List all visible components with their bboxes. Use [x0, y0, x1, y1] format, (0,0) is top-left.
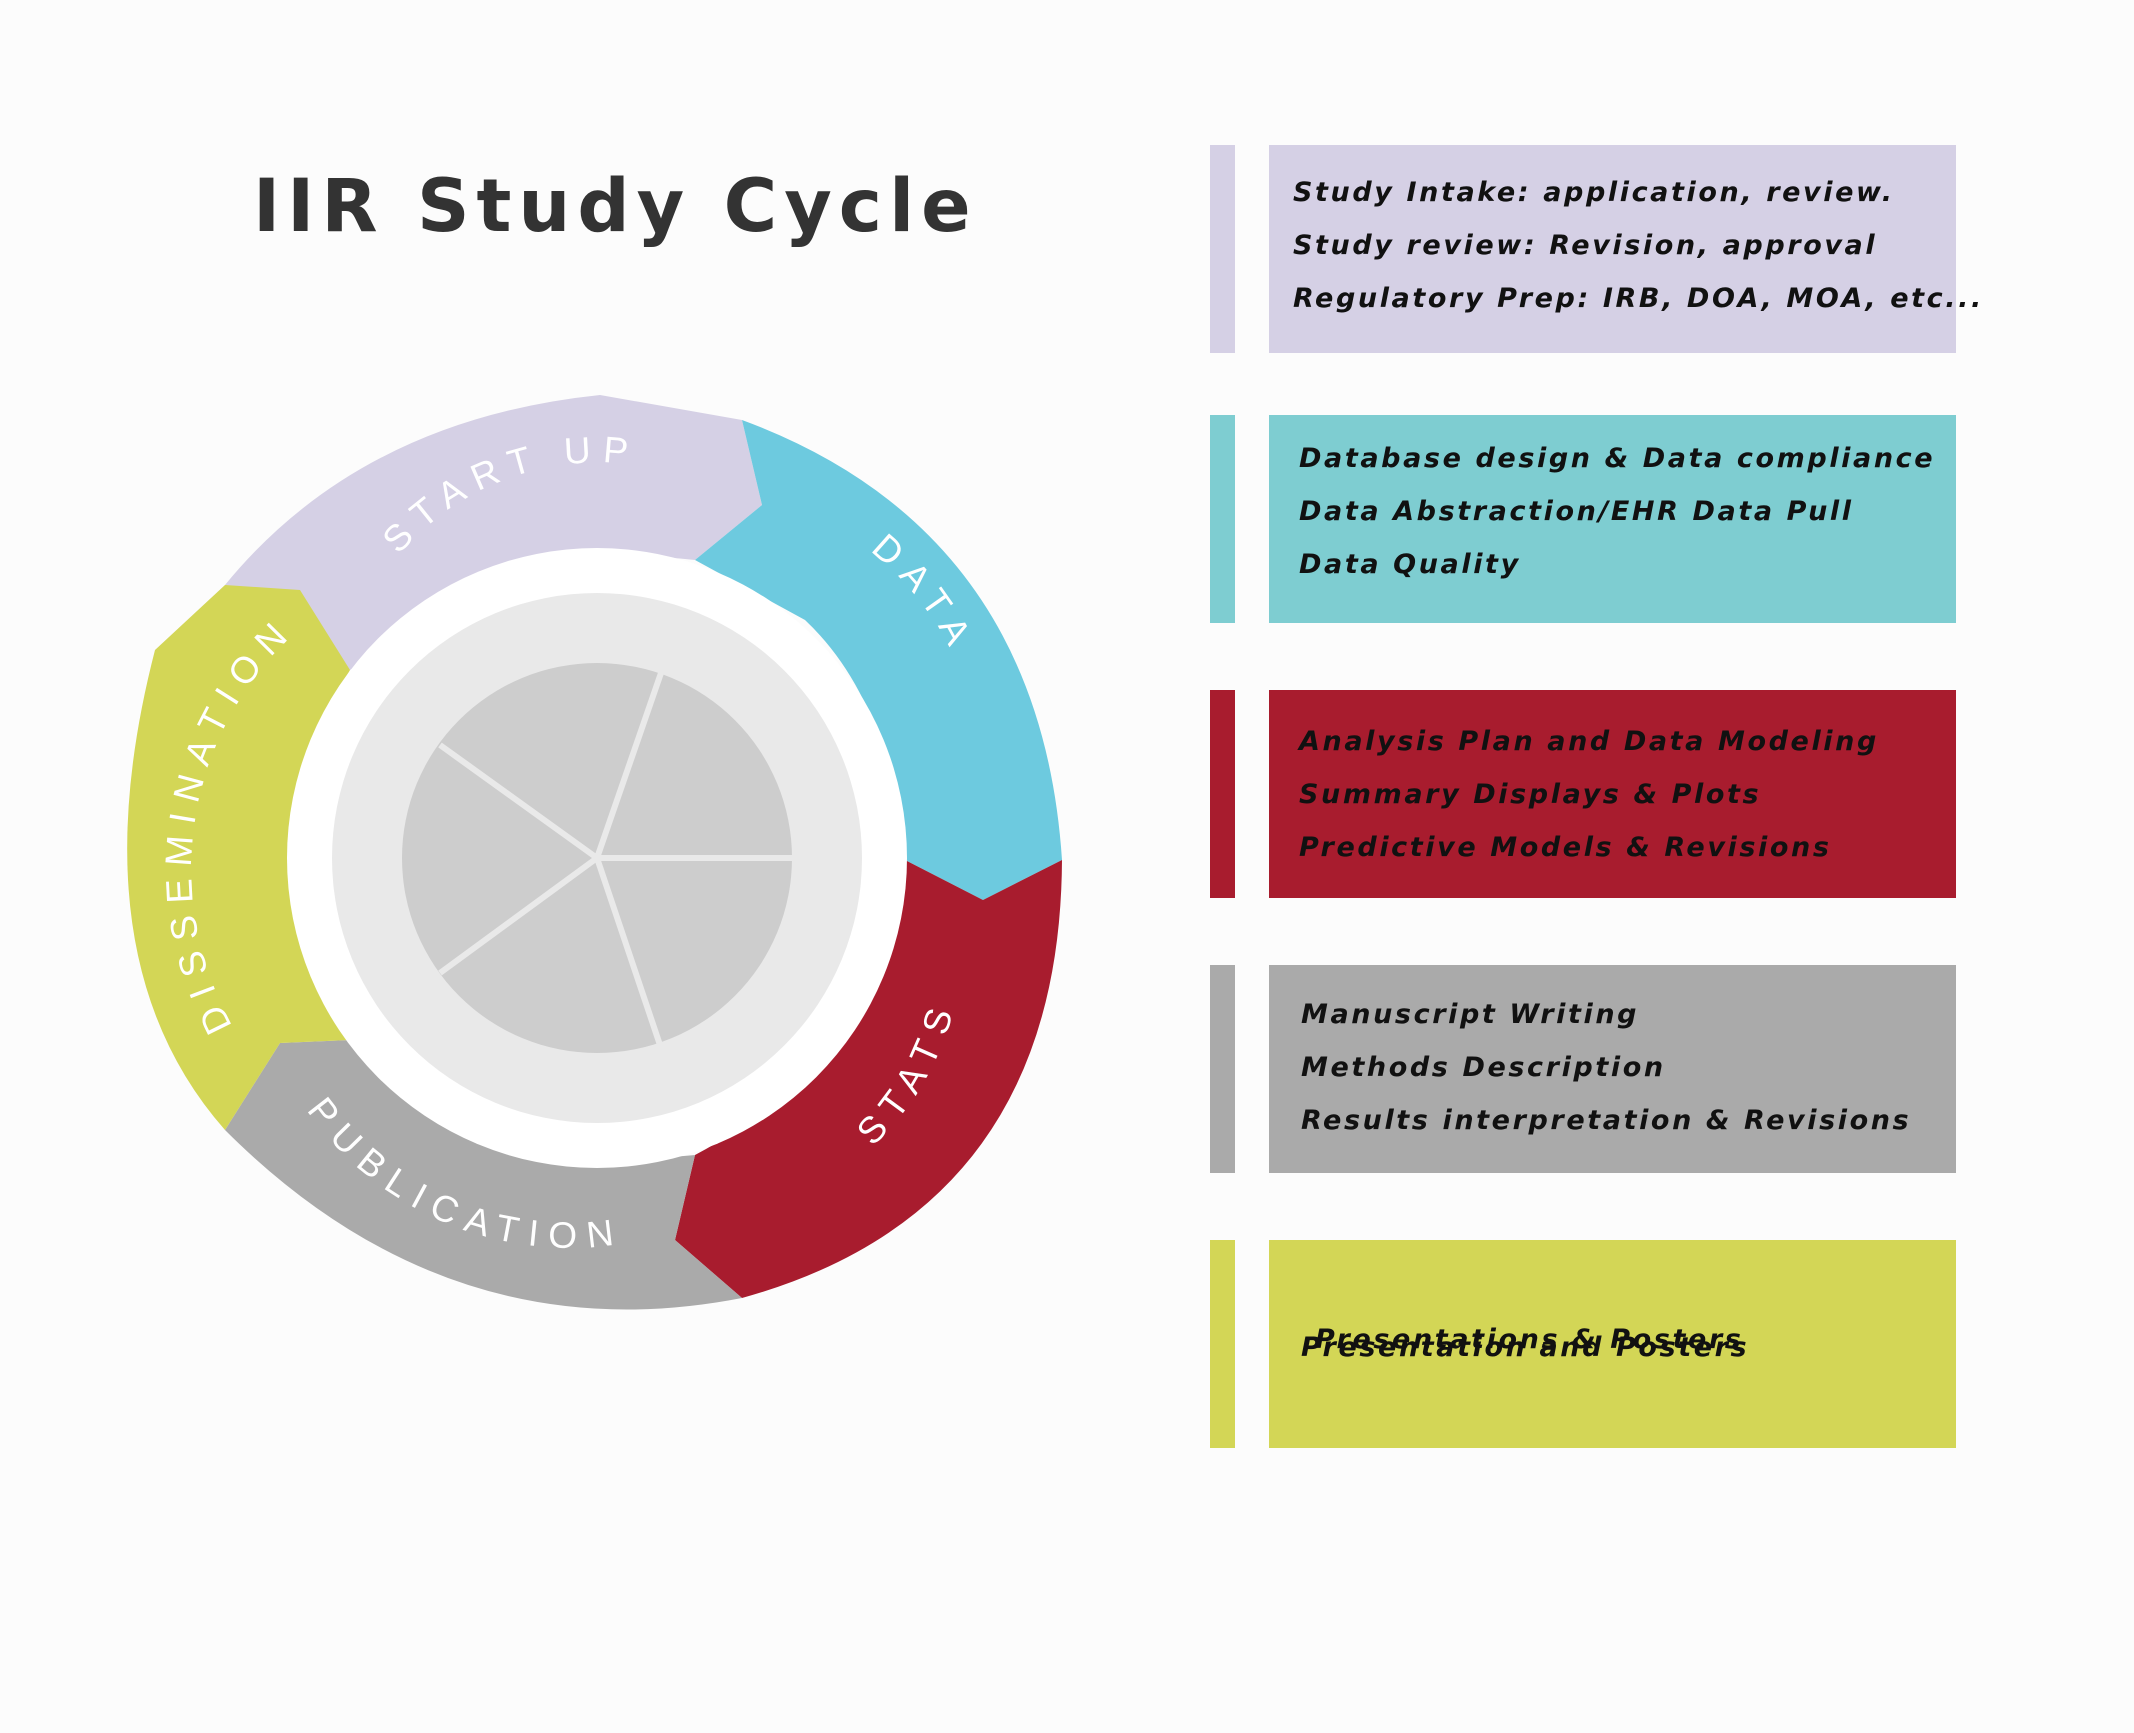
publication-panel: Manuscript Writing Methods Description R…: [1210, 965, 1956, 1173]
stats-segment: [675, 860, 1062, 1298]
panel-line: Predictive Models & Revisions: [1299, 832, 1832, 863]
panel-line: Presentations & Posters: [1315, 1324, 1744, 1355]
panel-line: Manuscript Writing: [1301, 999, 1640, 1030]
pie-divider: [594, 857, 663, 1046]
study-cycle-diagram: START UP DATA STATS PUBLICATION DISSEMIN…: [127, 395, 1062, 1310]
panel-accent-bar: [1210, 690, 1235, 898]
panel-line: Analysis Plan and Data Modeling: [1299, 726, 1879, 757]
panel-box: Manuscript Writing Methods Description R…: [1269, 965, 1956, 1173]
panel-line: Summary Displays & Plots: [1299, 779, 1762, 810]
panel-line: Database design & Data compliance: [1299, 443, 1936, 474]
stats-panel: Analysis Plan and Data Modeling Summary …: [1210, 690, 1956, 898]
start-up-segment: [225, 395, 762, 670]
start-up-panel: Study Intake: application, review. Study…: [1210, 145, 1981, 353]
data-segment: [695, 420, 1062, 900]
pie-divider: [438, 855, 599, 976]
dissemination-segment: [127, 585, 350, 1130]
panel-accent-bar: [1210, 145, 1235, 353]
pie-divider: [594, 672, 664, 859]
panel-line: Study Intake: application, review.: [1293, 177, 1895, 208]
panel-line: Data Abstraction/EHR Data Pull: [1299, 496, 1854, 527]
data-panel: Database design & Data compliance Data A…: [1210, 415, 1956, 623]
panel-accent-bar: [1210, 965, 1235, 1173]
pie-dividers: [438, 672, 795, 1046]
panel-accent-bar: [1210, 415, 1235, 623]
panel-box: Presentations & Posters Presentation and…: [1269, 1240, 1956, 1448]
panel-line: Regulatory Prep: IRB, DOA, MOA, etc...: [1293, 283, 1984, 314]
panel-line: Results interpretation & Revisions: [1301, 1105, 1912, 1136]
pie-divider: [438, 742, 599, 861]
panel-box: Study Intake: application, review. Study…: [1269, 145, 1981, 353]
panel-line: Data Quality: [1299, 549, 1521, 580]
diagram-title: IIR Study Cycle: [253, 164, 978, 249]
panel-line: Study review: Revision, approval: [1293, 230, 1878, 261]
panel-line: Methods Description: [1301, 1052, 1666, 1083]
panel-box: Analysis Plan and Data Modeling Summary …: [1269, 690, 1956, 898]
panel-box: Database design & Data compliance Data A…: [1269, 415, 1956, 623]
dissemination-panel: Presentations & Posters Presentation and…: [1210, 1240, 1956, 1448]
panel-line: Presentation and Posters: [1301, 1332, 1750, 1363]
publication-segment: [225, 1040, 742, 1310]
panel-accent-bar: [1210, 1240, 1235, 1448]
